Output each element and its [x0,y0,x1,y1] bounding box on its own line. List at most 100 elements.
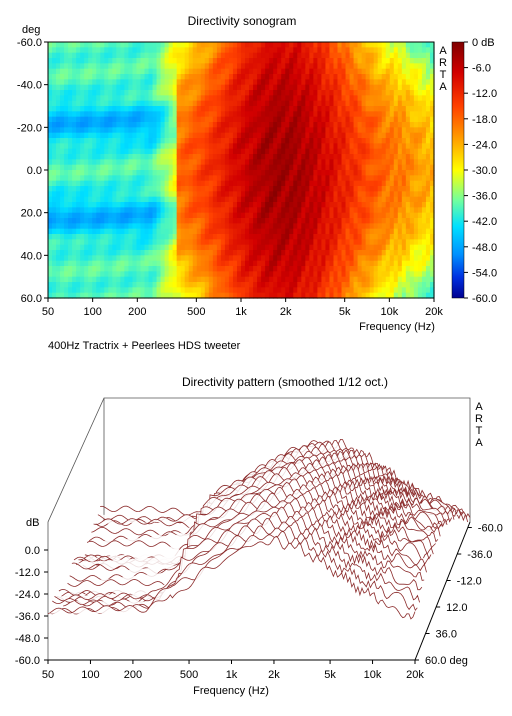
sonogram-cell [301,234,306,240]
sonogram-cell [76,287,81,294]
sonogram-cell [176,218,182,224]
sonogram-cell [48,202,53,208]
sonogram-cell [84,212,89,219]
sonogram-cell [200,90,206,96]
sonogram-cell [232,143,238,150]
sonogram-cell [381,100,387,107]
sonogram-cell [156,74,162,80]
sonogram-cell [172,159,178,166]
sonogram-cell [341,282,347,288]
sonogram-cell [220,116,226,123]
sonogram-cell [277,202,282,208]
sonogram-cell [100,218,105,224]
sonogram-cell [389,207,395,214]
sonogram-cell [377,116,383,123]
sonogram-cell [333,228,339,235]
sonogram-cell [80,47,85,54]
sonogram-cell [409,132,415,139]
sonogram-cell [208,154,214,160]
sonogram-cell [156,186,162,192]
sonogram-cell [120,127,125,134]
sonogram-cell [409,223,415,230]
sonogram-cell [100,234,105,240]
sonogram-cell [208,266,214,272]
sonogram-cell [140,276,146,283]
sonogram-cell [212,234,218,240]
sonogram-cell [64,292,69,299]
sonogram-cell [84,164,89,171]
sonogram-cell [265,234,270,240]
sonogram-cell [212,84,218,91]
sonogram-cell [377,191,383,198]
sonogram-cell [192,47,198,54]
sonogram-cell [285,74,290,80]
sonogram-cell [136,175,142,182]
sonogram-cell [52,282,57,288]
sonogram-cell [68,266,73,272]
sonogram-cell [108,175,113,182]
sonogram-cell [353,218,359,224]
sonogram-cell [333,111,339,118]
sonogram-cell [325,202,331,208]
sonogram-cell [397,42,403,48]
sonogram-cell [357,223,363,230]
sonogram-cell [84,239,89,246]
sonogram-cell [425,106,431,112]
sonogram-cell [140,84,146,91]
sonogram-cell [96,154,101,160]
sonogram-cell [80,202,85,208]
sonogram-cell [236,84,242,91]
sonogram-cell [168,196,174,203]
sonogram-cell [269,266,274,272]
sonogram-cell [60,244,65,251]
sonogram-cell [136,122,142,128]
sonogram-cell [116,260,121,267]
sonogram-cell [96,143,101,150]
sonogram-cell [281,228,286,235]
sonogram-cell [413,58,419,64]
sonogram-cell [369,143,375,150]
sonogram-cell [241,52,246,59]
sonogram-cell [285,42,290,48]
sonogram-cell [349,63,355,70]
sonogram-cell [421,207,427,214]
sonogram-cell [325,138,331,144]
sonogram-cell [277,84,282,91]
sonogram-cell [349,196,355,203]
sonogram-cell [273,90,278,96]
sonogram-cell [68,234,73,240]
sonogram-cell [116,143,121,150]
sonogram-cell [313,42,318,48]
sonogram-cell [192,84,198,91]
sonogram-cell [232,58,238,64]
sonogram-cell [144,180,150,187]
sonogram-cell [313,170,318,176]
sonogram-cell [285,276,290,283]
sonogram-cell [393,95,399,102]
sonogram-cell [64,207,69,214]
sonogram-cell [232,84,238,91]
sonogram-cell [112,106,117,112]
sonogram-y-label: deg [22,24,40,36]
sonogram-cell [84,52,89,59]
sonogram-cell [285,159,290,166]
sonogram-cell [309,170,314,176]
sonogram-cell [156,175,162,182]
sonogram-cell [385,164,391,171]
sonogram-cell [305,234,310,240]
sonogram-cell [176,74,182,80]
sonogram-cell [88,244,93,251]
sonogram-cell [180,191,186,198]
sonogram-cell [124,63,130,70]
sonogram-cell [224,250,230,256]
sonogram-cell [132,68,138,75]
sonogram-cell [317,47,323,54]
sonogram-cell [84,202,89,208]
sonogram-cell [80,42,85,48]
sonogram-cell [116,255,121,262]
sonogram-cell [277,287,282,294]
sonogram-cell [297,84,302,91]
sonogram-cell [357,127,363,134]
sonogram-cell [88,68,93,75]
sonogram-cell [228,212,234,219]
